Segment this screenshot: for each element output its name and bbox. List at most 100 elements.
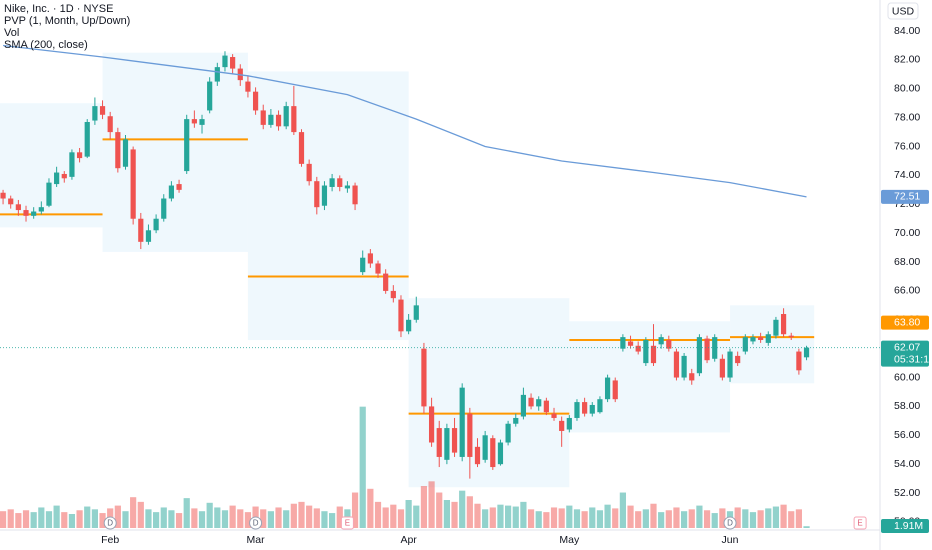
- volume-bar: [788, 511, 795, 528]
- candle-body: [719, 358, 725, 378]
- volume-bar: [711, 513, 718, 528]
- volume-bar: [99, 513, 106, 528]
- candle-body: [497, 442, 504, 465]
- volume-bar: [795, 509, 802, 528]
- candle-body: [306, 163, 312, 182]
- y-tick-label: 60.00: [894, 371, 920, 383]
- volume-bar: [397, 509, 405, 528]
- countdown-label: 05:31:10: [894, 353, 932, 365]
- volume-bar: [619, 492, 626, 528]
- candle-body: [780, 314, 787, 335]
- volume-bar: [114, 505, 121, 528]
- candle-body: [704, 338, 710, 361]
- volume-bar: [428, 481, 435, 528]
- pvp-box: [408, 298, 570, 488]
- candle-body: [314, 181, 320, 208]
- x-tick-label: Apr: [400, 534, 417, 546]
- volume-bar: [803, 526, 810, 528]
- volume-bar: [275, 507, 282, 528]
- candle-body: [291, 106, 297, 133]
- candle-body: [528, 397, 534, 407]
- candle-body: [650, 345, 657, 364]
- volume-bar: [15, 513, 22, 528]
- currency-box[interactable]: [887, 2, 919, 20]
- candle-body: [505, 423, 511, 443]
- candle-body: [8, 198, 14, 205]
- volume-bar: [527, 509, 535, 528]
- candle-body: [643, 340, 649, 364]
- candle-body: [84, 121, 90, 157]
- candle-body: [482, 435, 488, 460]
- y-tick-label: 52.00: [894, 487, 920, 499]
- volume-bar: [558, 508, 565, 528]
- candle-body: [627, 341, 634, 346]
- volume-bar: [168, 510, 175, 528]
- volume-bar: [198, 511, 206, 528]
- price-label-box: [881, 315, 929, 330]
- volume-bar: [68, 514, 76, 528]
- volume-bar: [336, 506, 343, 528]
- volume-bar: [535, 511, 542, 528]
- candle-body: [275, 114, 282, 127]
- volume-bar: [612, 508, 619, 528]
- candle-body: [398, 299, 404, 332]
- volume-bar: [260, 509, 267, 528]
- volume-bar: [359, 406, 366, 528]
- candle-body: [436, 428, 442, 457]
- candle-body: [161, 198, 167, 219]
- candle-body: [252, 91, 259, 111]
- volume-bar: [22, 510, 30, 528]
- candle-body: [153, 218, 159, 231]
- volume-bar: [658, 512, 665, 528]
- candle-body: [658, 337, 664, 345]
- volume-bar: [772, 506, 780, 528]
- volume-bar: [581, 511, 588, 528]
- candle-body: [735, 355, 741, 364]
- candle-body: [375, 263, 381, 274]
- plot: [0, 44, 815, 528]
- candle-body: [543, 400, 549, 413]
- candle-body: [604, 377, 611, 400]
- volume-bar: [122, 511, 129, 528]
- candle-body: [54, 172, 60, 185]
- candle-body: [765, 334, 771, 343]
- event-marker: [340, 516, 354, 530]
- volume-label-box: [881, 519, 929, 533]
- volume-bar: [160, 507, 167, 528]
- pvp-box: [730, 305, 815, 384]
- volume-bar: [443, 500, 450, 528]
- candle-body: [589, 404, 595, 414]
- candle-body: [92, 106, 98, 121]
- event-marker: [103, 516, 117, 530]
- volume-bar: [627, 505, 634, 528]
- volume-bar: [153, 512, 160, 528]
- candle-body: [758, 337, 764, 341]
- candle-body: [23, 210, 29, 216]
- candle-body: [115, 132, 121, 169]
- candle-body: [742, 337, 748, 352]
- volume-bar: [451, 501, 458, 528]
- volume-bar: [757, 510, 764, 528]
- candle-body: [428, 406, 435, 443]
- volume-bar: [351, 492, 359, 528]
- volume-bar: [681, 511, 688, 528]
- candle-body: [696, 337, 703, 374]
- volume-bar: [206, 502, 213, 528]
- volume-bar: [321, 511, 328, 528]
- volume-bar: [244, 512, 252, 528]
- candle-body: [551, 413, 557, 418]
- candle-body: [176, 184, 182, 190]
- price-label: 62.07: [894, 341, 920, 353]
- volume-bar: [665, 510, 672, 528]
- volume-bar: [221, 510, 229, 528]
- volume-bar: [313, 508, 320, 528]
- candle-body: [421, 348, 427, 407]
- volume-bar: [267, 511, 274, 528]
- volume-bar: [703, 510, 711, 528]
- candle-body: [31, 211, 37, 216]
- volume-bar: [436, 492, 443, 528]
- volume-bar: [604, 504, 611, 528]
- candle-body: [76, 152, 83, 159]
- event-marker: [723, 516, 737, 530]
